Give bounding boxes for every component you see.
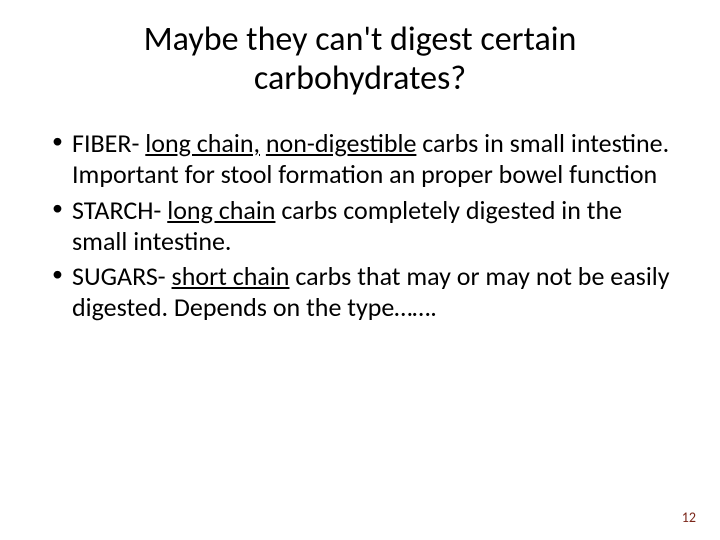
bullet-underlined: long chain [167,194,275,226]
list-item: SUGARS- short chain carbs that may or ma… [58,261,680,323]
slide-container: Maybe they can't digest certain carbohyd… [0,0,720,540]
page-number: 12 [682,509,696,526]
bullet-prefix: SUGARS- [72,260,172,292]
bullet-underlined: long chain, [145,127,260,159]
bullet-list: FIBER- long chain, non-digestible carbs … [40,128,680,323]
bullet-underlined2: non-digestible [266,127,417,159]
bullet-prefix: FIBER- [72,127,145,159]
slide-title: Maybe they can't digest certain carbohyd… [40,20,680,98]
list-item: FIBER- long chain, non-digestible carbs … [58,128,680,190]
bullet-prefix: STARCH- [72,194,167,226]
bullet-underlined: short chain [172,260,290,292]
list-item: STARCH- long chain carbs completely dige… [58,195,680,257]
